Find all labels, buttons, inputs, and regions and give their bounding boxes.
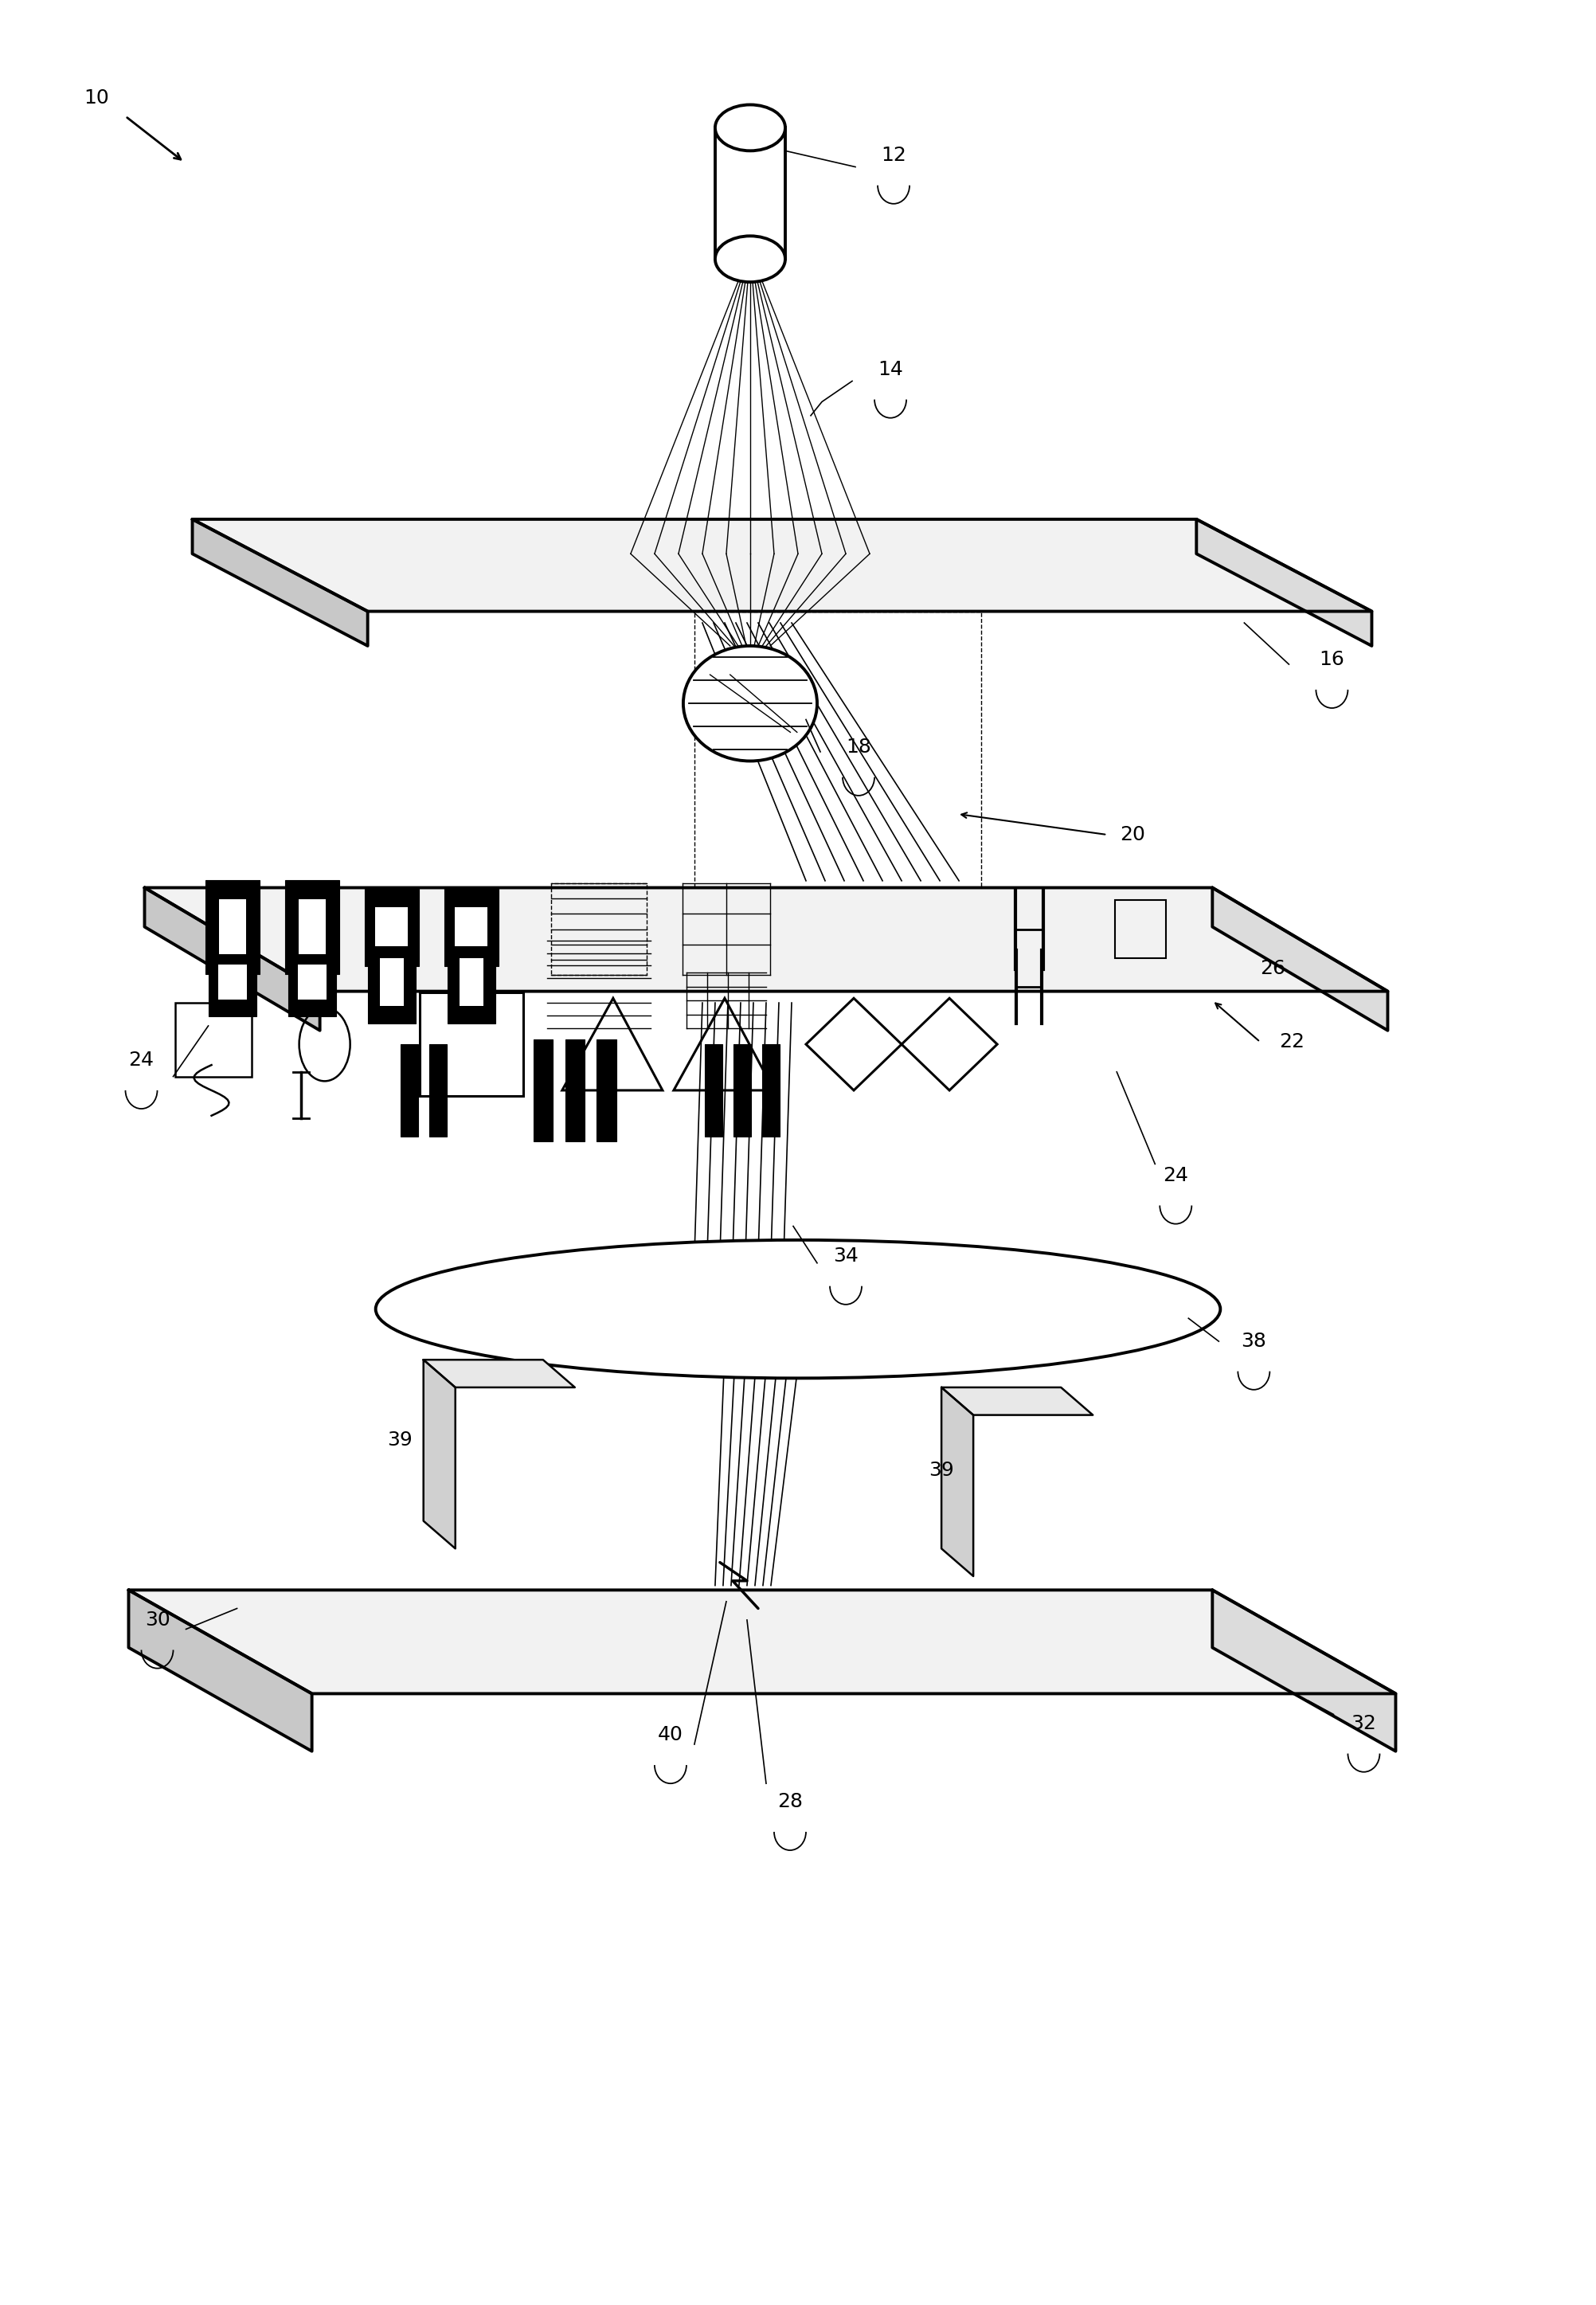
Bar: [401, 1044, 418, 1136]
Polygon shape: [942, 1388, 1093, 1415]
Bar: [176, 1003, 251, 1076]
Bar: [364, 887, 418, 966]
Bar: [734, 1044, 752, 1136]
Bar: [298, 899, 326, 954]
Bar: [460, 959, 484, 1007]
Text: 28: 28: [777, 1793, 803, 1812]
Polygon shape: [145, 887, 1387, 991]
Bar: [694, 611, 982, 910]
Ellipse shape: [683, 645, 817, 761]
Bar: [420, 993, 523, 1097]
Text: 20: 20: [1120, 825, 1146, 844]
Text: 32: 32: [1352, 1715, 1376, 1733]
Polygon shape: [423, 1360, 455, 1549]
Polygon shape: [193, 519, 1373, 611]
Text: 26: 26: [1261, 959, 1286, 977]
Bar: [455, 908, 487, 947]
Bar: [287, 947, 335, 1017]
Polygon shape: [942, 1388, 974, 1577]
Polygon shape: [1213, 887, 1387, 1030]
Text: 22: 22: [1280, 1033, 1306, 1051]
Text: 14: 14: [878, 360, 903, 378]
Polygon shape: [145, 887, 319, 1030]
Text: 12: 12: [881, 145, 907, 166]
Text: 24: 24: [1163, 1166, 1189, 1185]
Text: 40: 40: [658, 1726, 683, 1745]
Bar: [705, 1044, 723, 1136]
Text: 18: 18: [846, 738, 871, 756]
Ellipse shape: [375, 1240, 1221, 1378]
Bar: [551, 883, 646, 975]
Polygon shape: [129, 1590, 1395, 1694]
Bar: [367, 940, 415, 1023]
Bar: [219, 966, 246, 1000]
Text: 30: 30: [145, 1611, 169, 1630]
Text: 24: 24: [129, 1051, 155, 1070]
Bar: [597, 1040, 616, 1141]
Bar: [533, 1040, 552, 1141]
Polygon shape: [1197, 519, 1373, 645]
Polygon shape: [129, 1590, 311, 1752]
Polygon shape: [1213, 1590, 1395, 1752]
Text: 10: 10: [85, 88, 110, 108]
Text: 34: 34: [833, 1247, 859, 1265]
Polygon shape: [193, 519, 367, 645]
Text: 38: 38: [1242, 1332, 1267, 1351]
Bar: [1116, 901, 1167, 959]
Bar: [284, 881, 338, 973]
Bar: [219, 899, 246, 954]
Bar: [375, 908, 409, 947]
Text: 39: 39: [386, 1431, 412, 1450]
Ellipse shape: [715, 104, 785, 150]
Bar: [429, 1044, 447, 1136]
Ellipse shape: [715, 235, 785, 281]
Bar: [297, 966, 326, 1000]
Bar: [763, 1044, 780, 1136]
Text: 16: 16: [1320, 650, 1344, 668]
Bar: [380, 959, 404, 1007]
Bar: [206, 881, 259, 973]
Text: 39: 39: [929, 1461, 954, 1480]
Bar: [209, 947, 255, 1017]
Bar: [565, 1040, 584, 1141]
Bar: [444, 887, 498, 966]
Bar: [447, 940, 495, 1023]
Polygon shape: [423, 1360, 575, 1388]
